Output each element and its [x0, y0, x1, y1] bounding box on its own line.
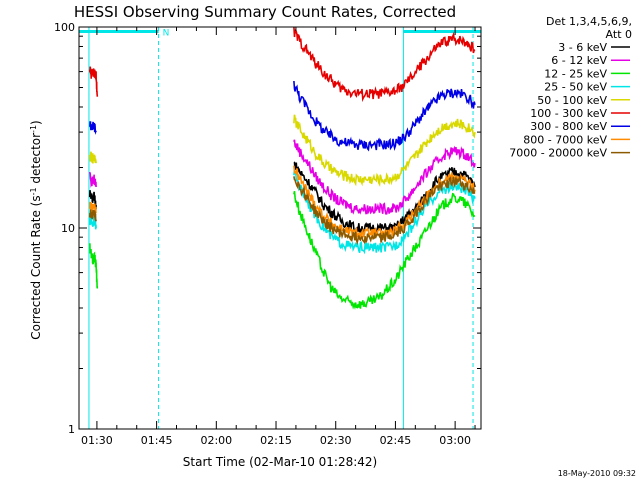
series-6-segment-0 [89, 121, 97, 135]
x-tick-label-1: 01:45 [141, 434, 173, 447]
legend-label-3: 25 - 50 keV [544, 81, 607, 94]
x-tick-label-5: 02:45 [380, 434, 412, 447]
legend-label-2: 12 - 25 keV [544, 67, 607, 80]
x-tick-label-2: 02:00 [200, 434, 232, 447]
series-8-segment-0 [88, 209, 97, 222]
series-5-segment-0 [88, 66, 99, 97]
legend-label-0: 3 - 6 keV [558, 41, 607, 54]
series-3-segment-1 [293, 169, 476, 255]
series-2-segment-0 [88, 243, 99, 289]
plot-area: N 1 10 100 01:30 01:45 02:00 02:15 02:30 02:45 03:… [54, 21, 482, 447]
plot-inner [79, 27, 481, 429]
series-0-segment-1 [293, 161, 476, 236]
series-1-segment-1 [293, 139, 476, 215]
series-8-segment-1 [293, 175, 476, 246]
series-4-segment-1 [293, 114, 476, 187]
legend-label-4: 50 - 100 keV [537, 94, 607, 107]
footer-timestamp: 18-May-2010 09:32 [558, 469, 636, 478]
legend-header-line-1: Det 1,3,4,5,6,9, [546, 15, 632, 28]
x-axis-label: Start Time (02-Mar-10 01:28:42) [183, 455, 377, 469]
y-axis-label: Corrected Count Rate (s-1 detector-1) [29, 120, 44, 339]
x-tick-label-4: 02:30 [320, 434, 352, 447]
y-tick-label-1: 10 [61, 222, 75, 235]
x-tick-label-0: 01:30 [81, 434, 113, 447]
x-tick-label-3: 02:15 [260, 434, 292, 447]
chart-title: HESSI Observing Summary Count Rates, Cor… [74, 3, 456, 21]
series-1-segment-0 [88, 171, 97, 188]
observing-marker-label: N [163, 28, 170, 38]
legend-label-6: 300 - 800 keV [530, 120, 607, 133]
series-6-segment-1 [293, 80, 476, 152]
y-tick-label-0: 1 [68, 423, 75, 436]
series-2-segment-1 [293, 191, 476, 310]
x-tick-label-6: 03:00 [439, 434, 471, 447]
series-4-segment-0 [88, 150, 97, 164]
legend-label-1: 6 - 12 keV [551, 54, 607, 67]
y-tick-label-2: 100 [54, 21, 75, 34]
legend-label-5: 100 - 300 keV [530, 107, 607, 120]
legend-label-7: 800 - 7000 keV [523, 133, 607, 146]
series-5-segment-1 [293, 27, 476, 103]
legend-label-8: 7000 - 20000 keV [509, 147, 607, 160]
legend-header-line-2: Att 0 [606, 28, 632, 41]
